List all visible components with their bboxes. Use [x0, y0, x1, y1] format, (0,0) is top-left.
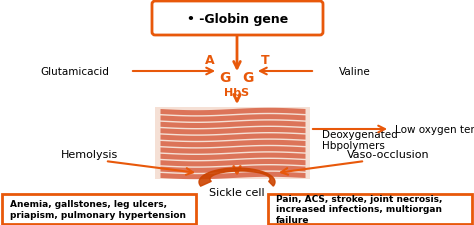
Text: Low oxygen tension: Low oxygen tension — [395, 124, 474, 134]
FancyBboxPatch shape — [2, 194, 196, 224]
Text: A: A — [205, 53, 215, 66]
Text: Valine: Valine — [339, 67, 371, 77]
Text: Vaso-occlusion: Vaso-occlusion — [346, 149, 429, 159]
FancyBboxPatch shape — [152, 2, 323, 36]
FancyBboxPatch shape — [268, 194, 472, 224]
Text: Glutamicacid: Glutamicacid — [41, 67, 109, 77]
Text: G: G — [242, 71, 254, 85]
Text: • -Globin gene: • -Globin gene — [187, 12, 288, 25]
Text: Pain, ACS, stroke, joint necrosis,
increased infections, multiorgan
failure: Pain, ACS, stroke, joint necrosis, incre… — [276, 194, 442, 224]
Bar — [155, 108, 310, 179]
Text: Deoxygenated
Hbpolymers: Deoxygenated Hbpolymers — [322, 129, 398, 151]
Text: G: G — [219, 71, 231, 85]
Text: Anemia, gallstones, leg ulcers,
priapism, pulmonary hypertension: Anemia, gallstones, leg ulcers, priapism… — [10, 199, 186, 219]
Text: Sickle cell: Sickle cell — [209, 187, 265, 197]
Text: HbS: HbS — [224, 88, 250, 98]
Text: Hemolysis: Hemolysis — [61, 149, 118, 159]
Text: T: T — [261, 53, 269, 66]
Polygon shape — [199, 168, 275, 186]
